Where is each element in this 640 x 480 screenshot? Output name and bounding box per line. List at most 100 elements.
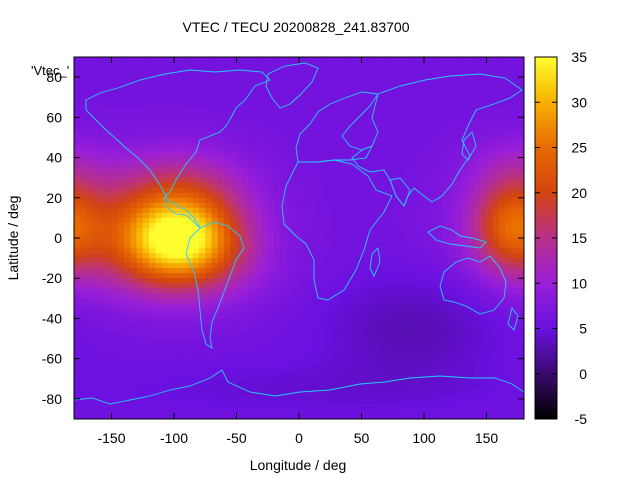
heatmap-cell bbox=[411, 92, 419, 98]
heatmap-cell bbox=[305, 187, 312, 194]
heatmap-cell bbox=[205, 97, 212, 103]
heatmap-cell bbox=[111, 147, 119, 154]
heatmap-cell bbox=[255, 117, 262, 123]
heatmap-cell bbox=[411, 117, 419, 123]
heatmap-cell bbox=[267, 77, 275, 83]
heatmap-cell bbox=[92, 258, 100, 264]
heatmap-cell bbox=[249, 243, 256, 249]
heatmap-cell bbox=[336, 273, 344, 279]
heatmap-cell bbox=[92, 243, 100, 249]
heatmap-cell bbox=[367, 182, 375, 189]
heatmap-cell bbox=[261, 313, 269, 319]
heatmap-cell bbox=[161, 132, 169, 138]
heatmap-cell bbox=[249, 72, 256, 78]
heatmap-cell bbox=[111, 398, 119, 405]
heatmap-cell bbox=[417, 323, 425, 329]
heatmap-cell bbox=[230, 87, 237, 93]
heatmap-cell bbox=[392, 398, 400, 405]
heatmap-cell bbox=[255, 288, 262, 294]
heatmap-cell bbox=[330, 182, 337, 189]
heatmap-cell bbox=[92, 97, 100, 103]
heatmap-cell bbox=[392, 358, 400, 365]
heatmap-cell bbox=[149, 177, 156, 184]
heatmap-cell bbox=[380, 87, 387, 93]
heatmap-cell bbox=[305, 348, 312, 355]
heatmap-cell bbox=[74, 167, 81, 174]
heatmap-cell bbox=[474, 323, 481, 329]
heatmap-cell bbox=[174, 333, 181, 340]
heatmap-cell bbox=[261, 212, 269, 219]
heatmap-cell bbox=[199, 253, 206, 259]
heatmap-cell bbox=[211, 207, 219, 214]
heatmap-cell bbox=[261, 273, 269, 279]
heatmap-cell bbox=[474, 92, 481, 98]
heatmap-cell bbox=[74, 298, 81, 304]
heatmap-cell bbox=[111, 368, 119, 375]
heatmap-cell bbox=[405, 333, 412, 340]
heatmap-cell bbox=[267, 122, 275, 128]
heatmap-cell bbox=[186, 318, 194, 324]
heatmap-cell bbox=[161, 373, 169, 380]
heatmap-cell bbox=[424, 293, 431, 299]
heatmap-cell bbox=[136, 253, 144, 259]
heatmap-cell bbox=[92, 373, 100, 380]
heatmap-cell bbox=[255, 383, 262, 390]
heatmap-cell bbox=[411, 107, 419, 113]
heatmap-cell bbox=[80, 227, 87, 234]
heatmap-cell bbox=[249, 152, 256, 159]
heatmap-cell bbox=[142, 177, 150, 184]
heatmap-cell bbox=[305, 112, 312, 118]
heatmap-cell bbox=[142, 137, 150, 143]
heatmap-cell bbox=[367, 167, 375, 174]
heatmap-cell bbox=[455, 338, 462, 345]
heatmap-cell bbox=[424, 243, 431, 249]
heatmap-cell bbox=[274, 298, 281, 304]
heatmap-cell bbox=[99, 172, 106, 179]
heatmap-cell bbox=[167, 388, 175, 395]
heatmap-cell bbox=[230, 152, 237, 159]
heatmap-cell bbox=[74, 368, 81, 375]
heatmap-cell bbox=[74, 288, 81, 294]
heatmap-cell bbox=[380, 398, 387, 405]
heatmap-cell bbox=[455, 363, 462, 370]
heatmap-cell bbox=[149, 157, 156, 164]
heatmap-cell bbox=[86, 172, 94, 179]
heatmap-cell bbox=[99, 403, 106, 410]
heatmap-cell bbox=[286, 122, 294, 128]
heatmap-cell bbox=[161, 217, 169, 224]
heatmap-cell bbox=[399, 217, 406, 224]
heatmap-cell bbox=[505, 137, 512, 143]
heatmap-cell bbox=[136, 162, 144, 169]
heatmap-cell bbox=[374, 107, 381, 113]
heatmap-cell bbox=[305, 77, 312, 83]
heatmap-cell bbox=[517, 102, 524, 108]
heatmap-cell bbox=[186, 162, 194, 169]
heatmap-cell bbox=[311, 333, 319, 340]
heatmap-cell bbox=[505, 353, 512, 360]
heatmap-cell bbox=[180, 212, 187, 219]
heatmap-cell bbox=[167, 142, 175, 148]
heatmap-cell bbox=[117, 197, 125, 204]
heatmap-cell bbox=[192, 207, 200, 214]
heatmap-cell bbox=[274, 288, 281, 294]
heatmap-cell bbox=[324, 393, 331, 400]
heatmap-cell bbox=[424, 238, 431, 244]
heatmap-cell bbox=[492, 157, 500, 164]
heatmap-cell bbox=[411, 62, 419, 68]
heatmap-cell bbox=[430, 323, 437, 329]
heatmap-cell bbox=[136, 373, 144, 380]
heatmap-cell bbox=[267, 182, 275, 189]
heatmap-cell bbox=[367, 333, 375, 340]
heatmap-cell bbox=[499, 77, 506, 83]
heatmap-cell bbox=[211, 243, 219, 249]
heatmap-cell bbox=[449, 197, 456, 204]
heatmap-cell bbox=[242, 338, 250, 345]
heatmap-cell bbox=[405, 388, 412, 395]
heatmap-cell bbox=[330, 232, 337, 239]
heatmap-cell bbox=[442, 363, 450, 370]
heatmap-cell bbox=[467, 283, 475, 289]
heatmap-cell bbox=[136, 187, 144, 194]
heatmap-cell bbox=[511, 217, 519, 224]
heatmap-cell bbox=[117, 338, 125, 345]
heatmap-cell bbox=[224, 278, 231, 284]
